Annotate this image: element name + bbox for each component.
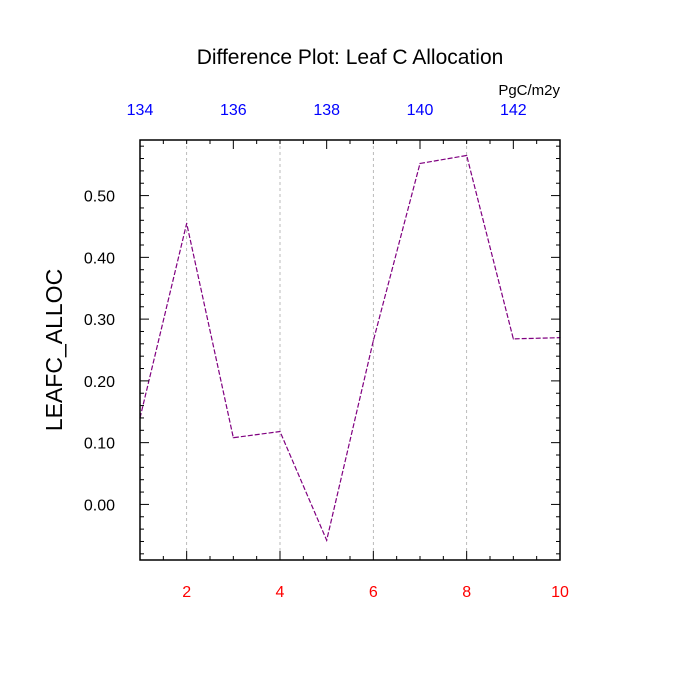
x-tick-label: 2: [182, 584, 191, 601]
data-point: [419, 162, 421, 165]
units-label: PgC/m2y: [498, 82, 560, 99]
grid-lines: [186, 140, 468, 560]
data-point: [186, 222, 188, 224]
top-tick-label: 134: [127, 102, 154, 119]
axis-ticks: [139, 140, 561, 560]
y-tick-label: 0.40: [84, 250, 115, 267]
data-point: [512, 338, 514, 340]
series-line-0: [139, 154, 561, 543]
y-tick-label: 0.50: [84, 189, 115, 206]
data-point: [326, 539, 328, 541]
x-tick-label: 6: [369, 584, 378, 601]
tick-labels: 2 4 6 8 10 134 136 138 140 142 0.00 0.10 0.20 0.30 0.4…: [84, 102, 569, 601]
x-tick-label: 10: [551, 584, 569, 601]
y-tick-label: 0.30: [84, 312, 115, 329]
series-layer: [139, 154, 561, 543]
chart-title: Difference Plot: Leaf C Allocation: [197, 46, 504, 69]
data-point: [232, 437, 234, 439]
y-tick-label: 0.20: [84, 374, 115, 391]
data-point: [372, 340, 374, 342]
x-tick-label: 8: [462, 584, 471, 601]
y-tick-label: 0.10: [84, 436, 115, 453]
y-tick-label: 0.00: [84, 497, 115, 514]
top-tick-label: 138: [313, 102, 340, 119]
x-tick-label: 4: [276, 584, 285, 601]
y-axis-label: LEAFC_ALLOC: [41, 269, 67, 431]
top-tick-label: 136: [220, 102, 247, 119]
top-tick-label: 142: [500, 102, 527, 119]
data-point: [279, 430, 281, 433]
top-tick-label: 140: [407, 102, 434, 119]
plot-frame: [139, 139, 561, 561]
data-point: [466, 154, 468, 157]
